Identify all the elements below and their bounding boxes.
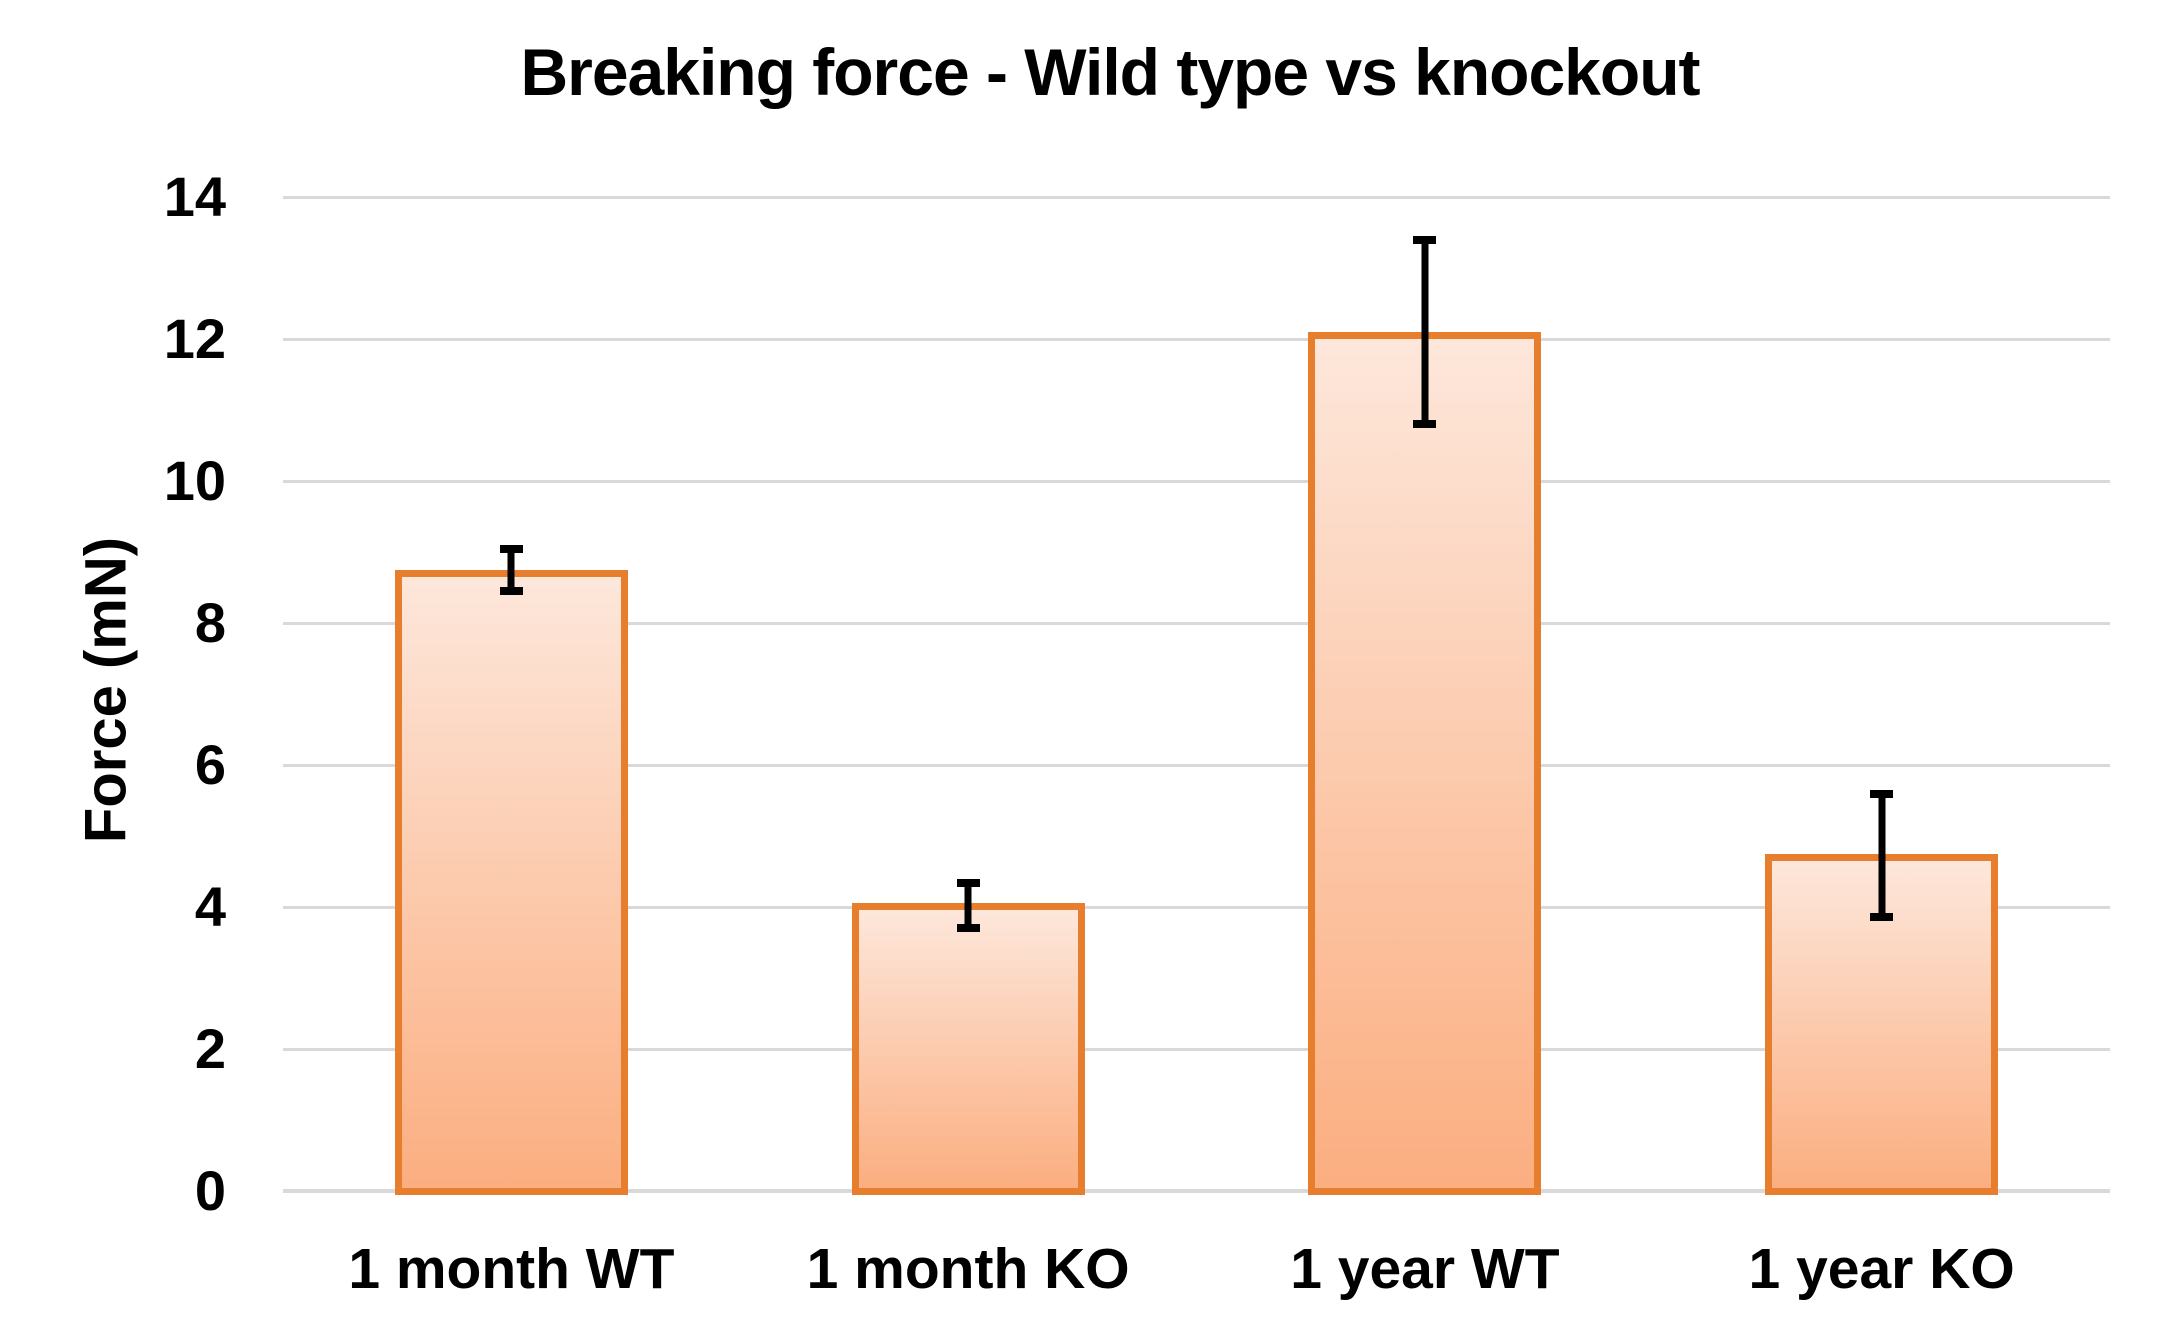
bar-1-year-wt bbox=[1308, 331, 1542, 1195]
gridline-2 bbox=[283, 1047, 2110, 1051]
error-bar-line bbox=[1878, 789, 1886, 922]
x-label-1-year-wt: 1 year WT bbox=[1290, 1237, 1560, 1301]
x-label-1-year-ko: 1 year KO bbox=[1748, 1237, 2015, 1301]
y-tick-label-10: 10 bbox=[163, 449, 226, 512]
error-bar-1-month-ko bbox=[956, 878, 980, 932]
plot-area bbox=[283, 195, 2110, 1195]
y-tick-label-8: 8 bbox=[194, 591, 226, 654]
y-tick-label-2: 2 bbox=[194, 1017, 226, 1080]
gridline-8 bbox=[283, 621, 2110, 625]
y-axis-title: Force (mN) bbox=[73, 536, 139, 844]
gridline-10 bbox=[283, 479, 2110, 483]
y-tick-label-4: 4 bbox=[194, 875, 226, 938]
x-label-1-month-ko: 1 month KO bbox=[806, 1237, 1130, 1301]
y-tick-label-0: 0 bbox=[194, 1159, 226, 1222]
error-bar-1-year-wt bbox=[1413, 236, 1437, 428]
error-bar-1-year-ko bbox=[1870, 789, 1894, 922]
bar-1-month-wt bbox=[394, 569, 628, 1195]
bar-1-month-ko bbox=[851, 903, 1085, 1195]
x-axis-baseline bbox=[283, 1189, 2110, 1193]
gridline-12 bbox=[283, 337, 2110, 341]
x-label-1-month-wt: 1 month WT bbox=[348, 1237, 675, 1301]
error-bar-line bbox=[964, 878, 972, 932]
error-bar-1-month-wt bbox=[499, 544, 523, 595]
gridline-14 bbox=[283, 195, 2110, 199]
gridline-6 bbox=[283, 763, 2110, 767]
error-bar-line bbox=[507, 544, 515, 595]
error-bar-line bbox=[1421, 236, 1429, 428]
y-tick-label-6: 6 bbox=[194, 733, 226, 796]
y-tick-label-12: 12 bbox=[163, 307, 226, 370]
gridline-4 bbox=[283, 905, 2110, 909]
chart-title: Breaking force - Wild type vs knockout bbox=[520, 35, 1700, 109]
y-tick-label-14: 14 bbox=[163, 165, 226, 228]
